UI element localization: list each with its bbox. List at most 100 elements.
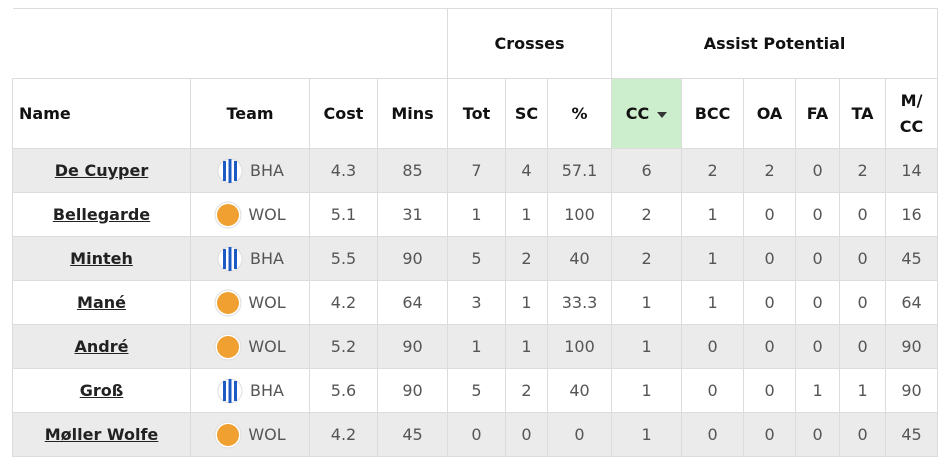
- team-badge: [214, 421, 242, 448]
- table-cell: 33.3: [546, 280, 613, 325]
- table-cell: 100: [546, 192, 613, 237]
- column-label: SC: [514, 104, 539, 123]
- team-code: BHA: [250, 381, 284, 400]
- table-cell: 0: [839, 412, 887, 457]
- table-cell: BHA: [190, 148, 310, 193]
- table-cell: 4.2: [309, 412, 378, 457]
- table-cell: 14: [885, 148, 939, 193]
- column-label: OA: [756, 104, 783, 123]
- team-cell: BHA: [191, 157, 309, 185]
- team-badge: [214, 333, 242, 360]
- table-cell: Minteh: [12, 236, 191, 281]
- table-cell: WOL: [190, 280, 310, 325]
- table-row: Mané WOL 4.2 64 3 1 33.3 1 1 0 0 0 64: [12, 280, 939, 325]
- column-header[interactable]: CC: [611, 78, 683, 149]
- column-header: TA: [839, 78, 887, 149]
- column-label: Cost: [323, 104, 364, 123]
- player-link[interactable]: André: [74, 337, 129, 356]
- table-cell: 1: [839, 368, 887, 413]
- team-cell: WOL: [191, 201, 309, 229]
- table-cell: 90: [377, 324, 448, 369]
- player-link[interactable]: De Cuyper: [54, 161, 149, 180]
- table-cell: BHA: [190, 368, 310, 413]
- table-cell: 2: [743, 148, 797, 193]
- column-label: CC: [625, 104, 650, 123]
- table-cell: 1: [681, 236, 745, 281]
- player-link[interactable]: Mané: [77, 293, 126, 312]
- table-cell: WOL: [190, 192, 310, 237]
- table-cell: 0: [681, 368, 745, 413]
- column-header: Cost: [309, 78, 378, 149]
- column-label: %: [571, 104, 588, 123]
- table-cell: 40: [546, 368, 613, 413]
- table-cell: 0: [839, 280, 887, 325]
- player-link[interactable]: Groß: [79, 381, 124, 400]
- team-badge: [214, 289, 242, 316]
- table-cell: WOL: [190, 412, 310, 457]
- table-cell: Groß: [12, 368, 191, 413]
- group-header: Assist Potential: [611, 8, 939, 79]
- table-cell: 1: [611, 368, 683, 413]
- table-cell: 2: [505, 368, 548, 413]
- table-cell: 90: [377, 236, 448, 281]
- table-cell: 3: [447, 280, 506, 325]
- table-cell: 0: [839, 236, 887, 281]
- table-cell: 85: [377, 148, 448, 193]
- player-link[interactable]: Minteh: [70, 249, 133, 268]
- group-header: Crosses: [446, 8, 613, 79]
- header-row: Name Team Cost Mins Tot SC% CC BCC OA FA TA M/CC: [12, 78, 939, 149]
- table-cell: 5.1: [309, 192, 378, 237]
- column-header: Mins: [377, 78, 448, 149]
- player-link[interactable]: Bellegarde: [52, 205, 151, 224]
- column-label: Tot: [462, 104, 491, 123]
- team-cell: BHA: [191, 245, 309, 273]
- group-row: Crosses Assist Potential: [12, 8, 939, 79]
- column-header: Name: [12, 78, 191, 149]
- column-header: BCC: [681, 78, 745, 149]
- team-code: WOL: [248, 293, 286, 312]
- table-cell: 4.2: [309, 280, 378, 325]
- table-cell: 0: [795, 192, 841, 237]
- table-cell: 4: [505, 148, 548, 193]
- column-header: Tot: [447, 78, 506, 149]
- table-cell: BHA: [190, 236, 310, 281]
- table-cell: 2: [681, 148, 745, 193]
- table-cell: 0: [795, 324, 841, 369]
- table-cell: 1: [611, 412, 683, 457]
- table-cell: Mané: [12, 280, 191, 325]
- table-cell: 0: [681, 324, 745, 369]
- table-cell: 6: [611, 148, 683, 193]
- table-cell: 90: [885, 368, 939, 413]
- table-cell: 31: [377, 192, 448, 237]
- team-code: WOL: [248, 205, 286, 224]
- table-cell: 40: [546, 236, 613, 281]
- table-body: De Cuyper BHA 4.3 85 7 4 57.1 6 2 2 0 2 14 Bellegarde…: [12, 148, 939, 457]
- table-row: De Cuyper BHA 4.3 85 7 4 57.1 6 2 2 0 2 14: [12, 148, 939, 193]
- table-cell: 45: [885, 412, 939, 457]
- table-cell: 0: [839, 192, 887, 237]
- team-code: WOL: [248, 425, 286, 444]
- column-label: TA: [851, 104, 874, 123]
- table-cell: André: [12, 324, 191, 369]
- team-cell: BHA: [191, 377, 309, 405]
- table-cell: 64: [377, 280, 448, 325]
- group-blank: [12, 8, 448, 79]
- table-cell: 45: [377, 412, 448, 457]
- player-link[interactable]: Møller Wolfe: [44, 425, 159, 444]
- table-cell: 2: [611, 236, 683, 281]
- table-cell: 1: [611, 324, 683, 369]
- table-cell: 0: [505, 412, 548, 457]
- table-cell: 1: [505, 280, 548, 325]
- table-cell: 0: [743, 324, 797, 369]
- table-cell: 0: [795, 412, 841, 457]
- table-row: André WOL 5.2 90 1 1 100 1 0 0 0 0 90: [12, 324, 939, 369]
- table-cell: 57.1: [546, 148, 613, 193]
- table-cell: 1: [611, 280, 683, 325]
- team-code: WOL: [248, 337, 286, 356]
- table-cell: 1: [795, 368, 841, 413]
- table-cell: 1: [447, 192, 506, 237]
- table-row: Groß BHA 5.6 90 5 2 40 1 0 0 1 1 90: [12, 368, 939, 413]
- table-cell: 45: [885, 236, 939, 281]
- column-label: Team: [226, 104, 274, 123]
- table-cell: 4.3: [309, 148, 378, 193]
